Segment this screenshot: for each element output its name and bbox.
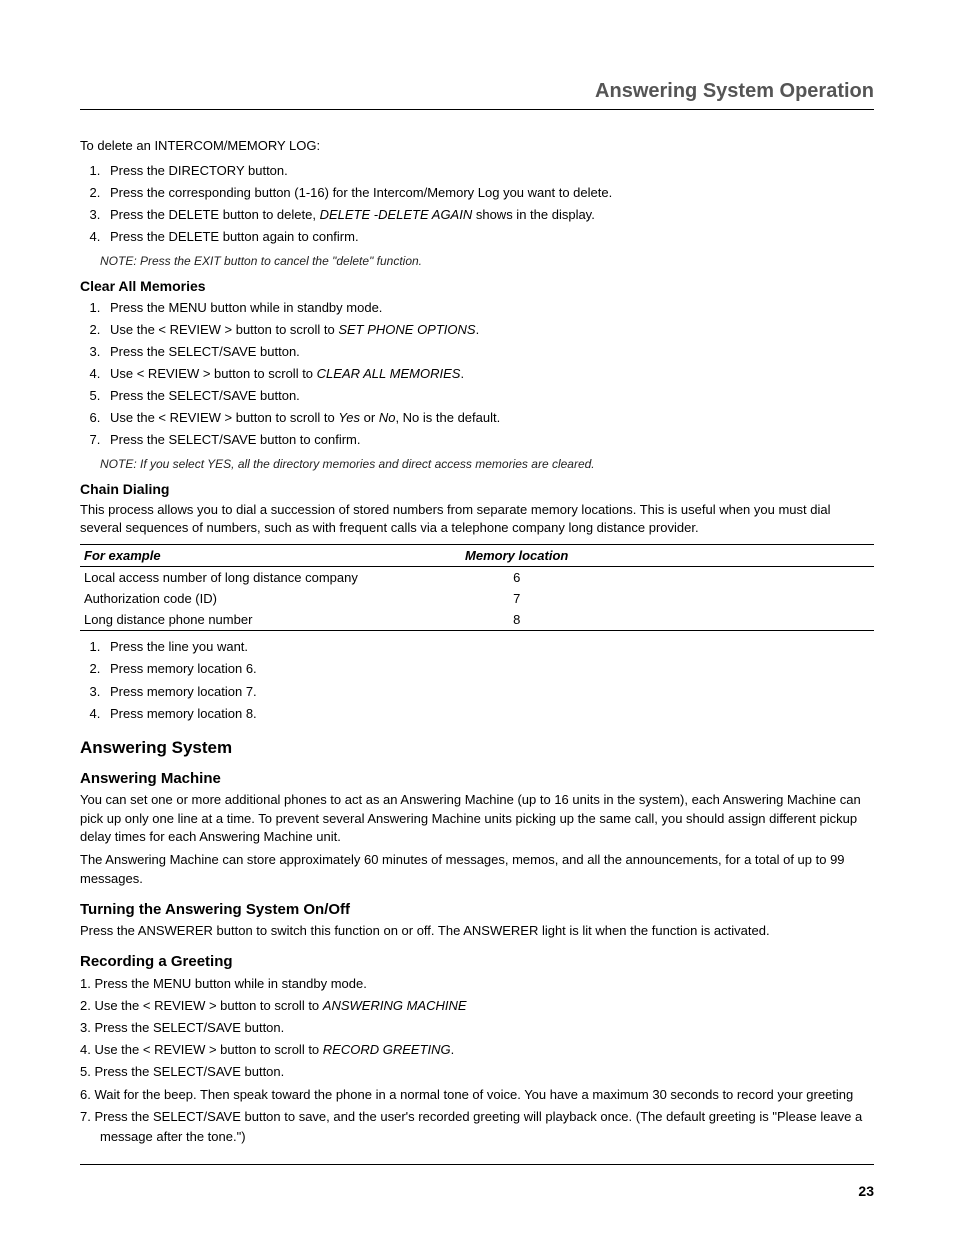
list-item: Press the corresponding button (1-16) fo… xyxy=(104,183,874,203)
list-item: 6. Wait for the beep. Then speak toward … xyxy=(80,1085,874,1105)
delete-log-steps: Press the DIRECTORY button. Press the co… xyxy=(80,161,874,248)
table-row: Long distance phone number 8 xyxy=(80,609,874,631)
step-text: 2. Use the < REVIEW > button to scroll t… xyxy=(80,998,323,1013)
step-text: Press memory location 8. xyxy=(110,706,257,721)
step-text: Press the SELECT/SAVE button to confirm. xyxy=(110,432,360,447)
table-cell: 7 xyxy=(437,588,596,609)
answering-system-heading: Answering System xyxy=(80,738,874,758)
list-item: Use the < REVIEW > button to scroll to Y… xyxy=(104,408,874,428)
onoff-heading: Turning the Answering System On/Off xyxy=(80,901,874,918)
step-text: , No is the default. xyxy=(395,410,500,425)
list-item: Use < REVIEW > button to scroll to CLEAR… xyxy=(104,364,874,384)
step-text: Press the line you want. xyxy=(110,639,248,654)
step-text: Press the corresponding button (1-16) fo… xyxy=(110,185,612,200)
step-text: shows in the display. xyxy=(472,207,595,222)
table-cell: Local access number of long distance com… xyxy=(80,567,437,589)
list-item: Press memory location 7. xyxy=(104,682,874,702)
note-text: NOTE: Press the EXIT button to cancel th… xyxy=(100,254,874,268)
list-item: 2. Use the < REVIEW > button to scroll t… xyxy=(80,996,874,1016)
step-text: Press the DIRECTORY button. xyxy=(110,163,288,178)
table-cell: Long distance phone number xyxy=(80,609,437,631)
list-item: 7. Press the SELECT/SAVE button to save,… xyxy=(80,1107,874,1147)
chain-paragraph: This process allows you to dial a succes… xyxy=(80,501,874,539)
greeting-heading: Recording a Greeting xyxy=(80,953,874,970)
table-row: Local access number of long distance com… xyxy=(80,567,874,589)
list-item: Press the DELETE button again to confirm… xyxy=(104,227,874,247)
step-text: 1. Press the MENU button while in standb… xyxy=(80,976,367,991)
page-header-title: Answering System Operation xyxy=(80,80,874,110)
step-emphasis: Yes xyxy=(338,410,360,425)
step-text: . xyxy=(460,366,464,381)
list-item: 3. Press the SELECT/SAVE button. xyxy=(80,1018,874,1038)
step-text: or xyxy=(360,410,379,425)
answering-machine-heading: Answering Machine xyxy=(80,770,874,787)
step-text: Press memory location 6. xyxy=(110,661,257,676)
list-item: Press the line you want. xyxy=(104,637,874,657)
intro-text: To delete an INTERCOM/MEMORY LOG: xyxy=(80,138,874,153)
chain-dialing-heading: Chain Dialing xyxy=(80,481,874,497)
table-header: For example xyxy=(80,545,437,567)
step-emphasis: RECORD GREETING xyxy=(323,1042,451,1057)
footer-rule xyxy=(80,1164,874,1165)
step-emphasis: SET PHONE OPTIONS xyxy=(338,322,475,337)
list-item: 1. Press the MENU button while in standb… xyxy=(80,974,874,994)
list-item: Press the SELECT/SAVE button. xyxy=(104,342,874,362)
table-row: Authorization code (ID) 7 xyxy=(80,588,874,609)
step-emphasis: ANSWERING MACHINE xyxy=(323,998,467,1013)
table-header: Memory location xyxy=(437,545,596,567)
step-emphasis: No xyxy=(379,410,396,425)
step-text: Use < REVIEW > button to scroll to xyxy=(110,366,317,381)
step-emphasis: CLEAR ALL MEMORIES xyxy=(317,366,461,381)
page-number: 23 xyxy=(858,1183,874,1199)
step-text: Press memory location 7. xyxy=(110,684,257,699)
list-item: Press the DELETE button to delete, DELET… xyxy=(104,205,874,225)
chain-steps: Press the line you want. Press memory lo… xyxy=(80,637,874,724)
step-text: Press the DELETE button to delete, xyxy=(110,207,320,222)
list-item: Press memory location 8. xyxy=(104,704,874,724)
page: Answering System Operation To delete an … xyxy=(0,0,954,1235)
step-text: 6. Wait for the beep. Then speak toward … xyxy=(80,1087,853,1102)
table-cell: Authorization code (ID) xyxy=(80,588,437,609)
answering-paragraph-2: The Answering Machine can store approxim… xyxy=(80,851,874,889)
table-cell: 6 xyxy=(437,567,596,589)
list-item: Press the SELECT/SAVE button. xyxy=(104,386,874,406)
list-item: Press the MENU button while in standby m… xyxy=(104,298,874,318)
step-text: Press the SELECT/SAVE button. xyxy=(110,344,300,359)
list-item: Press the SELECT/SAVE button to confirm. xyxy=(104,430,874,450)
clear-all-heading: Clear All Memories xyxy=(80,278,874,294)
clear-all-steps: Press the MENU button while in standby m… xyxy=(80,298,874,451)
note-text: NOTE: If you select YES, all the directo… xyxy=(100,457,874,471)
step-text: Press the MENU button while in standby m… xyxy=(110,300,382,315)
table-cell: 8 xyxy=(437,609,596,631)
step-text: 4. Use the < REVIEW > button to scroll t… xyxy=(80,1042,323,1057)
list-item: Press the DIRECTORY button. xyxy=(104,161,874,181)
step-text: . xyxy=(476,322,480,337)
list-item: 4. Use the < REVIEW > button to scroll t… xyxy=(80,1040,874,1060)
step-text: . xyxy=(451,1042,455,1057)
step-text: Use the < REVIEW > button to scroll to xyxy=(110,410,338,425)
step-text: Press the SELECT/SAVE button. xyxy=(110,388,300,403)
step-text: 3. Press the SELECT/SAVE button. xyxy=(80,1020,284,1035)
step-text: Press the DELETE button again to confirm… xyxy=(110,229,359,244)
greeting-steps: 1. Press the MENU button while in standb… xyxy=(80,974,874,1147)
step-text: 5. Press the SELECT/SAVE button. xyxy=(80,1064,284,1079)
list-item: Press memory location 6. xyxy=(104,659,874,679)
step-emphasis: DELETE -DELETE AGAIN xyxy=(320,207,473,222)
memory-table: For example Memory location Local access… xyxy=(80,544,874,631)
step-text: 7. Press the SELECT/SAVE button to save,… xyxy=(80,1109,862,1144)
list-item: Use the < REVIEW > button to scroll to S… xyxy=(104,320,874,340)
step-text: Use the < REVIEW > button to scroll to xyxy=(110,322,338,337)
list-item: 5. Press the SELECT/SAVE button. xyxy=(80,1062,874,1082)
onoff-paragraph: Press the ANSWERER button to switch this… xyxy=(80,922,874,941)
table-header-spacer xyxy=(596,545,874,567)
answering-paragraph-1: You can set one or more additional phone… xyxy=(80,791,874,848)
